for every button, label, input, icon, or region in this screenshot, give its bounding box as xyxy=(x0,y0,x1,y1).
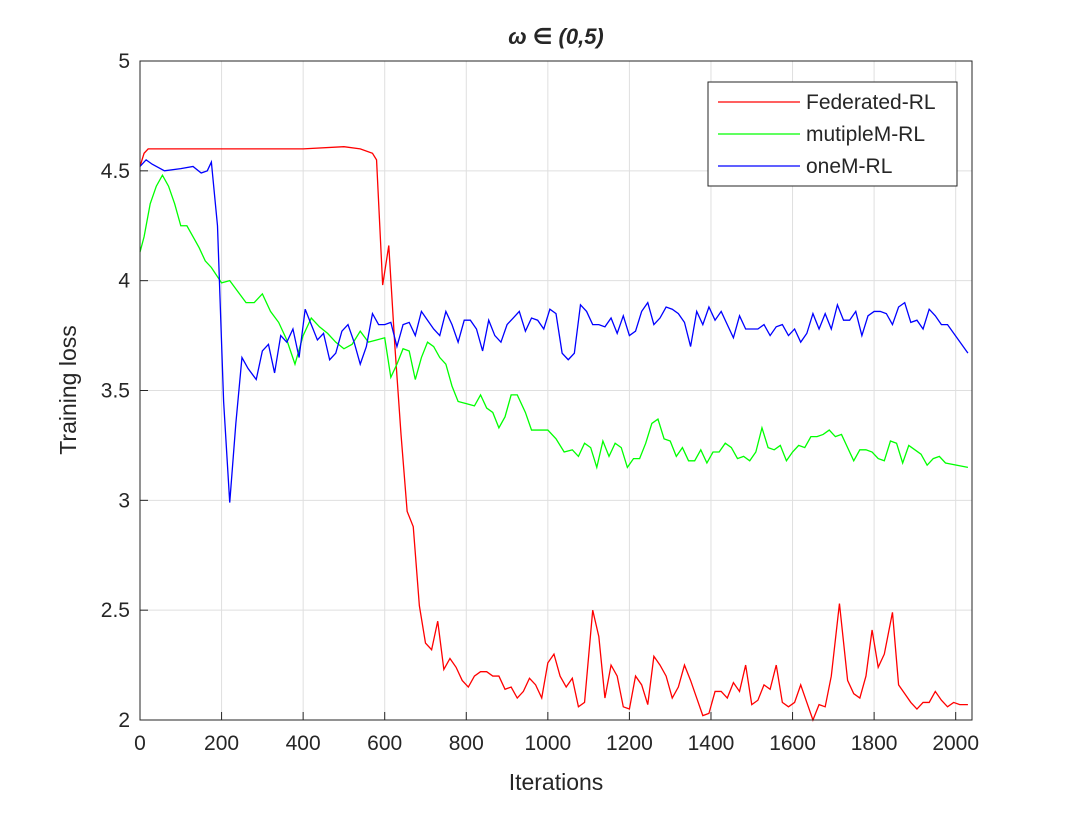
y-tick-label: 3.5 xyxy=(101,380,130,403)
chart-title: ω ∈ (0,5) xyxy=(508,24,604,49)
x-tick-label: 1200 xyxy=(606,732,653,755)
plot-frame xyxy=(139,60,973,721)
y-tick-label: 2 xyxy=(118,709,130,732)
x-tick-label: 2000 xyxy=(932,732,979,755)
legend: Federated-RL mutipleM-RL oneM-RL xyxy=(707,81,958,187)
y-axis-label: Training loss xyxy=(55,325,81,455)
x-tick-label: 400 xyxy=(286,732,321,755)
x-tick-label: 1400 xyxy=(688,732,735,755)
x-tick-label: 200 xyxy=(204,732,239,755)
series-line xyxy=(139,146,968,722)
x-tick-label: 1000 xyxy=(524,732,571,755)
y-tick-label: 4 xyxy=(118,270,130,293)
y-tick-label: 5 xyxy=(118,50,130,73)
x-tick-label: 1600 xyxy=(769,732,816,755)
legend-label: oneM-RL xyxy=(806,155,892,178)
y-tick-label: 4.5 xyxy=(101,160,130,183)
x-tick-label: 800 xyxy=(449,732,484,755)
x-axis-label: Iterations xyxy=(509,769,604,795)
series-line xyxy=(139,158,969,503)
x-tick-label: 1800 xyxy=(851,732,898,755)
y-tick-label: 3 xyxy=(118,489,130,512)
x-tick-label: 0 xyxy=(134,732,146,755)
y-tick-label: 2.5 xyxy=(101,599,130,622)
legend-label: mutipleM-RL xyxy=(806,123,925,146)
series-line xyxy=(139,173,969,470)
legend-label: Federated-RL xyxy=(806,91,936,114)
x-tick-label: 600 xyxy=(367,732,402,755)
